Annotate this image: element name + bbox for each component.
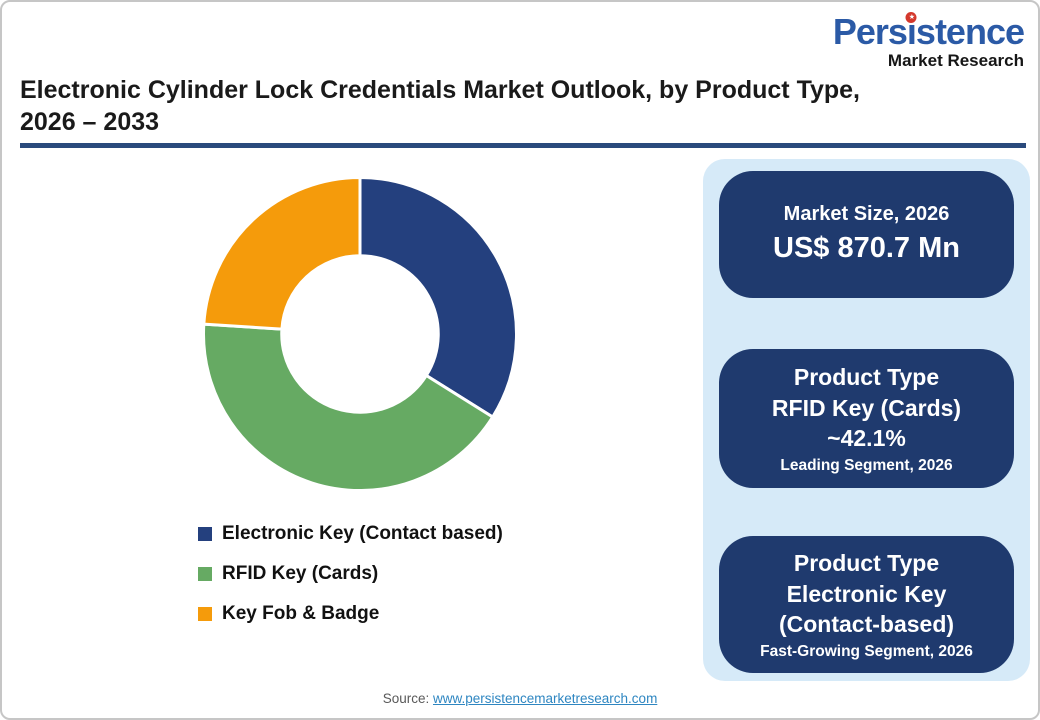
leading-segment-share: ~42.1% — [827, 425, 906, 452]
donut-chart — [202, 176, 518, 492]
leading-segment-card: Product Type RFID Key (Cards) ~42.1% Lea… — [719, 349, 1014, 488]
page-title-line2: 2026 – 2033 — [20, 108, 160, 136]
brand-logo: Persı ★ stence Market Research — [832, 11, 1025, 70]
legend-label: Key Fob & Badge — [222, 603, 380, 624]
brand-wordmark: Persı ★ stence — [832, 11, 1025, 52]
logo-star-badge: ★ — [905, 12, 917, 23]
legend-swatch — [198, 527, 212, 541]
fast-growing-footnote: Fast-Growing Segment, 2026 — [760, 642, 973, 660]
chart-area: Electronic Key (Contact based) RFID Key … — [2, 159, 703, 681]
page-title: Electronic Cylinder Lock Credentials Mar… — [20, 74, 1020, 138]
fast-growing-line2: Electronic Key — [786, 580, 947, 607]
page-title-line1: Electronic Cylinder Lock Credentials Mar… — [20, 76, 861, 104]
donut-segment-0 — [358, 176, 518, 419]
market-size-value: US$ 870.7 Mn — [773, 232, 960, 265]
fast-growing-segment-card: Product Type Electronic Key (Contact-bas… — [719, 536, 1014, 673]
source-label: Source: — [382, 691, 430, 706]
leading-segment-line1: Product Type — [793, 364, 940, 391]
brand-tagline: Market Research — [887, 51, 1024, 70]
market-size-title: Market Size, 2026 — [783, 203, 950, 226]
chart-legend: Electronic Key (Contact based) RFID Key … — [198, 522, 703, 626]
legend-item-rfid-key: RFID Key (Cards) — [198, 562, 703, 586]
legend-item-key-fob-badge: Key Fob & Badge — [198, 602, 703, 626]
market-size-card: Market Size, 2026 US$ 870.7 Mn — [719, 171, 1014, 298]
leading-segment-footnote: Leading Segment, 2026 — [780, 456, 953, 474]
leading-segment-line2: RFID Key (Cards) — [771, 394, 962, 421]
legend-item-electronic-key: Electronic Key (Contact based) — [198, 522, 703, 546]
title-underline — [20, 143, 1026, 148]
fast-growing-line1: Product Type — [793, 550, 940, 577]
source-link[interactable]: www.persistencemarketresearch.com — [432, 691, 658, 706]
legend-swatch — [198, 567, 212, 581]
donut-segment-2 — [202, 176, 362, 331]
fast-growing-line3: (Contact-based) — [778, 611, 955, 638]
legend-label: Electronic Key (Contact based) — [222, 523, 503, 544]
highlights-panel: Market Size, 2026 US$ 870.7 Mn Product T… — [703, 159, 1030, 681]
donut-segment-1 — [202, 322, 495, 492]
legend-swatch — [198, 607, 212, 621]
source-line: Source: www.persistencemarketresearch.co… — [2, 691, 1038, 706]
legend-label: RFID Key (Cards) — [222, 563, 379, 584]
